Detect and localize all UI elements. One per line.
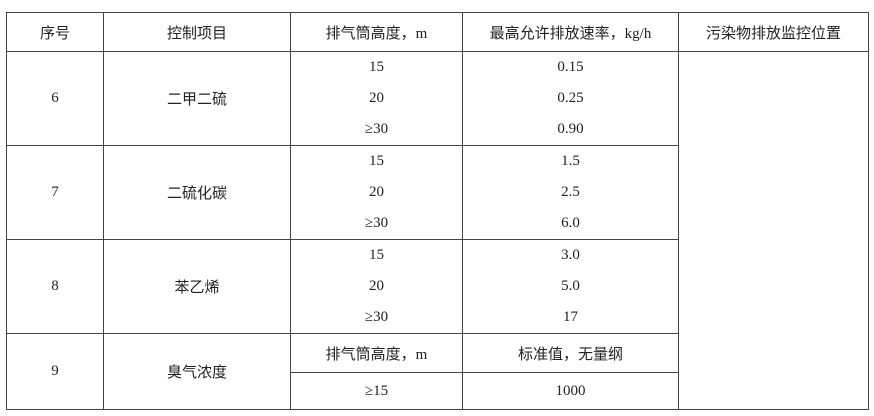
table-row: 6 二甲二硫 15 0.15 (6, 51, 869, 410)
header-location: 污染物排放监控位置 (678, 12, 869, 52)
header-rate: 最高允许排放速率，kg/h (462, 12, 679, 52)
table-row: ≥30 17 (7, 302, 869, 334)
max-rate: 5.0 (462, 271, 679, 302)
max-rate: 0.90 (462, 114, 679, 146)
max-rate: 0.15 (462, 51, 679, 83)
row-item: 二硫化碳 (103, 145, 291, 240)
stack-height: ≥30 (290, 208, 463, 240)
table-row: 20 0.25 (7, 83, 869, 114)
max-rate: 17 (462, 302, 679, 334)
row-no: 7 (6, 145, 104, 240)
max-rate: 6.0 (462, 208, 679, 240)
header-row: 序号 控制项目 排气筒高度，m 最高允许排放速率，kg/h 污染物排放监控位置 (6, 12, 869, 52)
stack-height: ≥30 (290, 114, 463, 146)
stack-height: 20 (290, 83, 463, 114)
row-item: 二甲二硫 (103, 51, 291, 146)
table-row: ≥15 1000 (7, 372, 869, 410)
row-no: 9 (6, 333, 104, 410)
header-no: 序号 (6, 12, 104, 52)
standard-value: 1000 (462, 372, 679, 410)
table-row: ≥30 6.0 (7, 208, 869, 240)
table-row: 8 苯乙烯 15 3.0 (6, 239, 869, 334)
stack-height: 20 (290, 177, 463, 208)
stack-height: 15 (290, 239, 463, 271)
table-row: 9 臭气浓度 排气筒高度，m 标准值，无量纲 (6, 333, 869, 410)
stack-height: ≥30 (290, 302, 463, 334)
stack-height: 15 (290, 145, 463, 177)
table-row: 20 2.5 (7, 177, 869, 208)
row-item: 臭气浓度 (103, 333, 291, 410)
max-rate: 0.25 (462, 83, 679, 114)
stack-height-label: 排气筒高度，m (290, 333, 463, 373)
emission-limits-table: 序号 控制项目 排气筒高度，m 最高允许排放速率，kg/h 污染物排放监控位置 … (6, 12, 869, 410)
max-rate: 3.0 (462, 239, 679, 271)
header-item: 控制项目 (103, 12, 291, 52)
row-no: 8 (6, 239, 104, 334)
stack-height: ≥15 (290, 372, 463, 410)
row-item: 苯乙烯 (103, 239, 291, 334)
row-no: 6 (6, 51, 104, 146)
monitor-location (678, 51, 869, 410)
max-rate: 1.5 (462, 145, 679, 177)
stack-height: 20 (290, 271, 463, 302)
standard-value-label: 标准值，无量纲 (462, 333, 679, 373)
table-row: 20 5.0 (7, 271, 869, 302)
stack-height: 15 (290, 51, 463, 83)
header-height: 排气筒高度，m (290, 12, 463, 52)
max-rate: 2.5 (462, 177, 679, 208)
